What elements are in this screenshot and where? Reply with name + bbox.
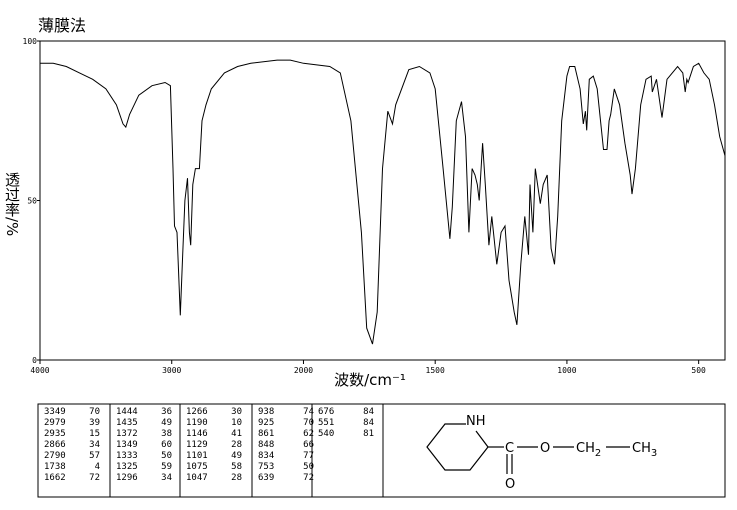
peak-wavenumber: 925	[258, 418, 274, 428]
x-axis-label: 波数/cm⁻¹	[334, 371, 406, 389]
x-tick-label: 3000	[162, 366, 181, 375]
peak-wavenumber: 676	[318, 407, 334, 417]
atom-label: CH3	[632, 441, 657, 459]
peak-wavenumber: 540	[318, 429, 334, 439]
peak-wavenumber: 1738	[44, 462, 66, 472]
peak-transmittance: 28	[231, 440, 242, 450]
peak-transmittance: 70	[89, 407, 100, 417]
peak-transmittance: 66	[303, 440, 314, 450]
peak-transmittance: 36	[161, 407, 172, 417]
y-axis-label: 透过率/%	[3, 172, 21, 236]
y-tick-label: 0	[32, 356, 37, 365]
peak-wavenumber: 1101	[186, 451, 208, 461]
peak-wavenumber: 2866	[44, 440, 66, 450]
peak-transmittance: 62	[303, 429, 314, 439]
peak-wavenumber: 753	[258, 462, 274, 472]
peak-wavenumber: 1372	[116, 429, 138, 439]
peak-transmittance: 72	[303, 473, 314, 483]
peak-wavenumber: 1129	[186, 440, 208, 450]
peak-wavenumber: 2935	[44, 429, 66, 439]
x-tick-label: 1500	[426, 366, 445, 375]
peak-transmittance: 50	[303, 462, 314, 472]
peak-wavenumber: 1662	[44, 473, 66, 483]
peak-transmittance: 81	[363, 429, 374, 439]
peak-wavenumber: 1190	[186, 418, 208, 428]
peak-wavenumber: 1047	[186, 473, 208, 483]
peak-transmittance: 49	[231, 451, 242, 461]
atom-label: NH	[466, 414, 486, 429]
peak-transmittance: 72	[89, 473, 100, 483]
peak-transmittance: 70	[303, 418, 314, 428]
x-tick-label: 2000	[294, 366, 313, 375]
peak-transmittance: 57	[89, 451, 100, 461]
peak-wavenumber: 639	[258, 473, 274, 483]
spectrum-line	[40, 59, 726, 345]
atom-label: C	[505, 441, 514, 456]
peak-transmittance: 15	[89, 429, 100, 439]
peak-transmittance: 77	[303, 451, 314, 461]
peak-wavenumber: 848	[258, 440, 274, 450]
atom-label: O	[505, 477, 515, 492]
y-tick-label: 100	[23, 37, 38, 46]
peak-transmittance: 84	[363, 407, 374, 417]
peak-wavenumber: 1296	[116, 473, 138, 483]
x-tick-label: 4000	[30, 366, 49, 375]
table-frame	[37, 403, 726, 498]
peak-wavenumber: 938	[258, 407, 274, 417]
peak-transmittance: 41	[231, 429, 242, 439]
peak-transmittance: 30	[231, 407, 242, 417]
peak-wavenumber: 2979	[44, 418, 66, 428]
x-tick-label: 500	[691, 366, 706, 375]
peak-transmittance: 34	[161, 473, 172, 483]
peak-transmittance: 10	[231, 418, 242, 428]
peak-transmittance: 59	[161, 462, 172, 472]
atom-label: CH2	[576, 441, 601, 459]
peak-wavenumber: 2790	[44, 451, 66, 461]
peak-wavenumber: 551	[318, 418, 334, 428]
peak-transmittance: 38	[161, 429, 172, 439]
peak-transmittance: 58	[231, 462, 242, 472]
peak-transmittance: 28	[231, 473, 242, 483]
structure-bonds	[426, 423, 630, 474]
peak-transmittance: 4	[95, 462, 100, 472]
peak-wavenumber: 1444	[116, 407, 138, 417]
peak-wavenumber: 1349	[116, 440, 138, 450]
peak-wavenumber: 1435	[116, 418, 138, 428]
peak-transmittance: 74	[303, 407, 314, 417]
peak-wavenumber: 861	[258, 429, 274, 439]
peak-wavenumber: 1075	[186, 462, 208, 472]
table-dividers	[109, 404, 384, 497]
peak-transmittance: 49	[161, 418, 172, 428]
atom-label: O	[540, 441, 550, 456]
peak-wavenumber: 1325	[116, 462, 138, 472]
y-tick-label: 50	[27, 197, 37, 206]
peak-wavenumber: 1333	[116, 451, 138, 461]
peak-transmittance: 50	[161, 451, 172, 461]
peak-transmittance: 34	[89, 440, 100, 450]
peak-transmittance: 84	[363, 418, 374, 428]
peak-wavenumber: 3349	[44, 407, 66, 417]
chart-title: 薄膜法	[38, 16, 86, 35]
peak-wavenumber: 1146	[186, 429, 208, 439]
peak-wavenumber: 834	[258, 451, 274, 461]
peak-wavenumber: 1266	[186, 407, 208, 417]
x-tick-label: 1000	[557, 366, 576, 375]
peak-transmittance: 39	[89, 418, 100, 428]
plot-frame	[39, 40, 726, 361]
peak-transmittance: 60	[161, 440, 172, 450]
